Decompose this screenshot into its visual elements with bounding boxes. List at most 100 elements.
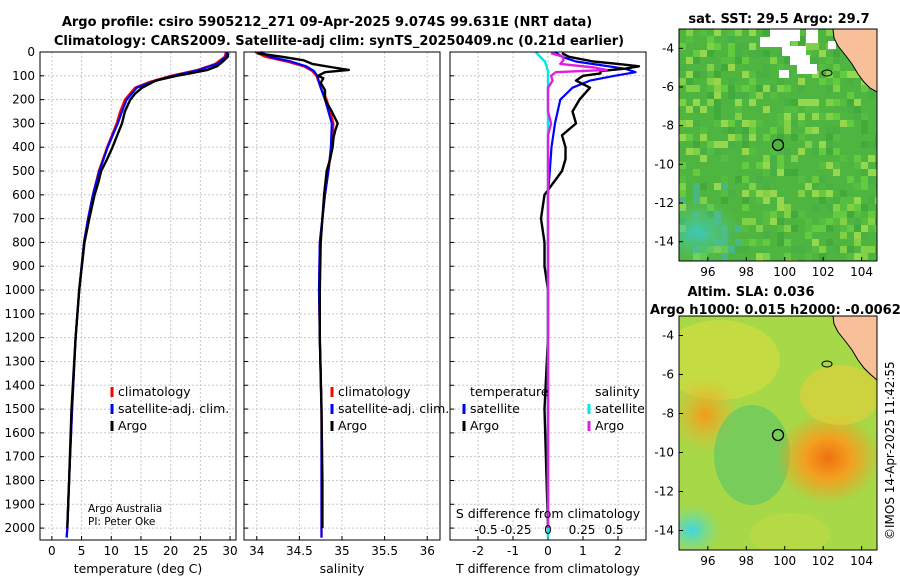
series-argo bbox=[256, 52, 350, 529]
legend-label-satellite-adj-clim: satellite-adj. clim. bbox=[118, 401, 229, 416]
credit-line-1: Argo Australia bbox=[88, 503, 162, 515]
map-y-tick-label: -10 bbox=[654, 157, 674, 171]
x-tick-label: 5 bbox=[78, 544, 86, 558]
legend-label-climatology: climatology bbox=[338, 384, 411, 399]
y-tick-label: 1300 bbox=[4, 354, 35, 368]
x-axis-label: salinity bbox=[320, 561, 365, 576]
x-tick-label: 35 bbox=[334, 544, 349, 558]
legend-label-satellite-adj-clim: satellite-adj. clim. bbox=[338, 401, 449, 416]
plot-frame bbox=[243, 51, 441, 541]
y-tick-label: 1800 bbox=[4, 473, 35, 487]
legend-label-argo: Argo bbox=[118, 418, 147, 433]
y-tick-label: 1900 bbox=[4, 497, 35, 511]
s-tick-label: -0.5 bbox=[474, 523, 497, 537]
map-y-tick-label: -6 bbox=[662, 80, 674, 94]
series-s-argo bbox=[546, 52, 608, 529]
sst-island bbox=[821, 69, 833, 77]
y-tick-label: 300 bbox=[12, 116, 35, 130]
x-axis-label: temperature (deg C) bbox=[74, 561, 203, 576]
series-t-argo bbox=[539, 52, 641, 529]
x-tick-label: 36 bbox=[420, 544, 435, 558]
map-y-tick-label: -8 bbox=[662, 119, 674, 133]
sla-argo-marker bbox=[771, 428, 785, 442]
y-tick-label: 2000 bbox=[4, 521, 35, 535]
s-tick-label: 0.5 bbox=[604, 523, 623, 537]
x-tick-label: 34 bbox=[249, 544, 264, 558]
y-tick-label: 900 bbox=[12, 259, 35, 273]
map-x-tick-label: 102 bbox=[812, 554, 835, 568]
x-tick-label: 1 bbox=[579, 544, 587, 558]
y-tick-label: 600 bbox=[12, 188, 35, 202]
map-x-tick-label: 102 bbox=[812, 265, 835, 279]
x-tick-label: 0 bbox=[544, 544, 552, 558]
x-tick-label: -1 bbox=[507, 544, 519, 558]
x-tick-label: 0 bbox=[48, 544, 56, 558]
map-y-tick-label: -10 bbox=[654, 446, 674, 460]
sst-map-title: sat. SST: 29.5 Argo: 29.7 bbox=[688, 12, 869, 27]
legend-title-temperature: temperature bbox=[470, 384, 549, 399]
sla-map-title-1: Altim. SLA: 0.036 bbox=[688, 285, 815, 300]
plot-area bbox=[40, 52, 236, 540]
sst-argo-marker bbox=[771, 138, 785, 152]
map-x-tick-label: 100 bbox=[773, 554, 796, 568]
legend-label-satellite: satellite bbox=[595, 401, 645, 416]
y-tick-label: 800 bbox=[12, 235, 35, 249]
map-y-tick-label: -12 bbox=[654, 196, 674, 210]
map-x-tick-label: 98 bbox=[739, 554, 754, 568]
x-tick-label: 15 bbox=[133, 544, 148, 558]
difference-panel: -2 -1 0 1 2 T difference from climatology temp… bbox=[449, 51, 647, 576]
s-tick-label: -0.25 bbox=[500, 523, 531, 537]
map-x-tick-label: 98 bbox=[739, 265, 754, 279]
y-tick-label: 500 bbox=[12, 164, 35, 178]
credit-line-2: PI: Peter Oke bbox=[88, 516, 155, 528]
y-tick-label: 0 bbox=[27, 45, 35, 59]
salinity-panel: 34 34.5 35 35.5 36 salinity climatology satelli… bbox=[243, 51, 449, 576]
map-y-tick-label: -12 bbox=[654, 485, 674, 499]
sla-map-axes: 96 98 100 102 104 -4 -6 -8 -10 -12 -14 bbox=[654, 329, 873, 569]
map-y-tick-label: -8 bbox=[662, 407, 674, 421]
sst-cool-patch bbox=[679, 200, 740, 261]
figure-title-line1: Argo profile: csiro 5905212_271 09-Apr-2… bbox=[62, 15, 592, 30]
legend-label-argo: Argo bbox=[338, 418, 367, 433]
y-tick-label: 100 bbox=[12, 69, 35, 83]
sla-high-patch bbox=[776, 412, 877, 504]
sst-map-frame bbox=[678, 28, 878, 262]
map-y-tick-label: -4 bbox=[662, 329, 674, 343]
y-tick-label: 1000 bbox=[4, 283, 35, 297]
x-tick-label: 25 bbox=[193, 544, 208, 558]
series-argo bbox=[66, 53, 230, 529]
figure-title-line2: Climatology: CARS2009. Satellite-adj cli… bbox=[54, 34, 624, 49]
map-y-tick-label: -6 bbox=[662, 368, 674, 382]
sla-low-patch bbox=[679, 504, 722, 550]
y-tick-label: 1500 bbox=[4, 402, 35, 416]
x-axis-label: T difference from climatology bbox=[455, 561, 641, 576]
map-y-tick-label: -14 bbox=[654, 524, 674, 538]
x-tick-label: 35.5 bbox=[371, 544, 398, 558]
map-y-tick-label: -4 bbox=[662, 41, 674, 55]
s-tick-label: 0.25 bbox=[569, 523, 596, 537]
sst-map-axes: 96 98 100 102 104 -4 -6 -8 -10 -12 -14 bbox=[654, 41, 873, 279]
y-tick-label: 1100 bbox=[4, 307, 35, 321]
s-axis-label: S difference from climatology bbox=[456, 506, 641, 521]
map-y-tick-label: -14 bbox=[654, 235, 674, 249]
legend-label-satellite: satellite bbox=[470, 401, 520, 416]
x-tick-label: 30 bbox=[222, 544, 237, 558]
sla-map-panel: Altim. SLA: 0.036 Argo h1000: 0.015 h200… bbox=[650, 285, 900, 568]
sst-land bbox=[832, 29, 877, 93]
legend-label-argo: Argo bbox=[470, 418, 499, 433]
x-tick-label: -2 bbox=[472, 544, 484, 558]
map-x-tick-label: 100 bbox=[773, 265, 796, 279]
map-x-tick-label: 104 bbox=[850, 554, 873, 568]
plot-frame bbox=[39, 51, 237, 541]
x-tick-label: 10 bbox=[104, 544, 119, 558]
y-tick-label: 1400 bbox=[4, 378, 35, 392]
imos-timestamp: ©IMOS 14-Apr-2025 11:42:55 bbox=[883, 361, 897, 540]
legend-title-salinity: salinity bbox=[595, 384, 640, 399]
sla-map-frame bbox=[678, 315, 878, 551]
y-tick-label: 700 bbox=[12, 212, 35, 226]
legend-label-argo: Argo bbox=[595, 418, 624, 433]
y-tick-label: 1200 bbox=[4, 331, 35, 345]
x-tick-label: 20 bbox=[163, 544, 178, 558]
temperature-panel: 0100200300400500600700800900100011001200… bbox=[4, 45, 237, 576]
x-tick-label: 2 bbox=[614, 544, 622, 558]
